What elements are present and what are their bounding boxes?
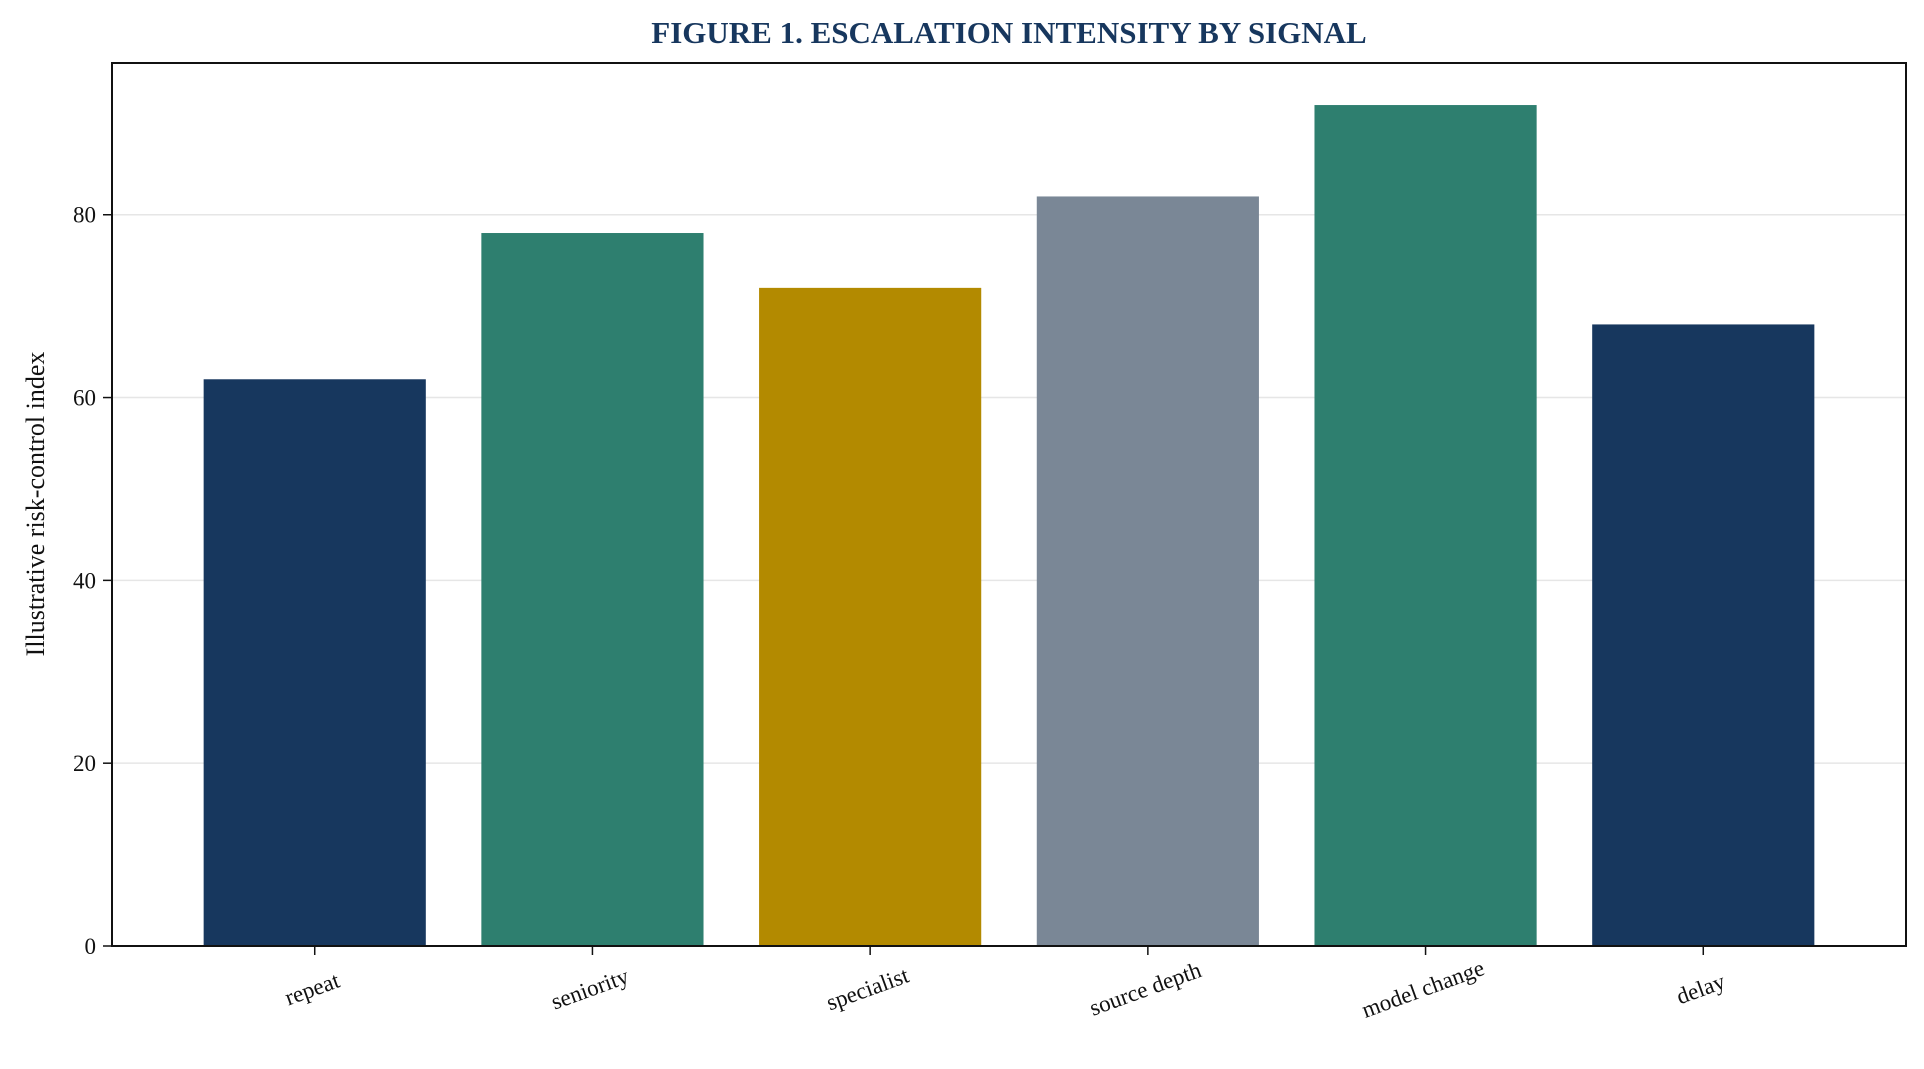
x-tick-label: source depth (1086, 957, 1205, 1021)
plot-frame (111, 62, 1907, 947)
x-axis-ticks: repeat seniority specialist source depth mod… (281, 946, 1729, 1023)
bar-specialist (759, 287, 982, 946)
x-tick-label: model change (1358, 955, 1487, 1022)
bar-model-change (1314, 105, 1537, 947)
y-tick-label: 40 (73, 568, 96, 593)
chart-title: FIGURE 1. ESCALATION INTENSITY BY SIGNAL (651, 15, 1366, 50)
x-tick-label: repeat (281, 967, 343, 1010)
bars (203, 105, 1815, 947)
bar-seniority (481, 233, 704, 947)
x-tick-label: delay (1673, 969, 1729, 1010)
x-tick-label: specialist (823, 962, 913, 1015)
y-tick-label: 60 (73, 386, 96, 411)
y-tick-label: 20 (73, 751, 96, 776)
bar-source-depth (1036, 196, 1259, 946)
y-axis-ticks: 0 20 40 60 80 (73, 203, 112, 959)
bar-delay (1592, 324, 1815, 946)
x-tick-label: seniority (548, 963, 633, 1014)
y-axis-label: Illustrative risk-control index (21, 352, 50, 657)
y-tick-label: 0 (85, 934, 97, 959)
bar-repeat (203, 379, 426, 946)
y-tick-label: 80 (73, 203, 96, 228)
